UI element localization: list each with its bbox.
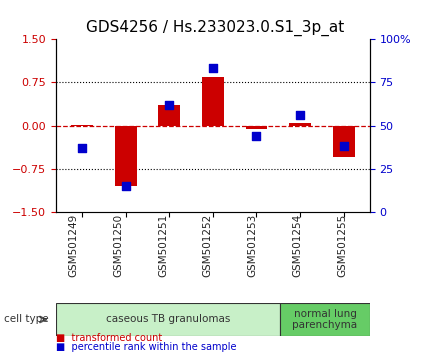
Point (297, 113, 304, 118)
Point (79, 145, 86, 151)
Point (209, 65, 216, 71)
Text: normal lung
parenchyma: normal lung parenchyma (292, 309, 357, 330)
Point (166, 102, 173, 108)
Bar (71, 125, 93, 126)
Bar (56, 303, 280, 336)
Text: GSM501249: GSM501249 (68, 214, 78, 278)
Bar (333, 126, 355, 158)
Bar (289, 123, 311, 126)
Text: GSM501255: GSM501255 (338, 214, 347, 278)
Text: GSM501250: GSM501250 (113, 214, 123, 277)
Point (122, 183, 129, 189)
Bar (115, 126, 137, 187)
Bar (202, 76, 224, 126)
Point (253, 133, 260, 139)
Text: GDS4256 / Hs.233023.0.S1_3p_at: GDS4256 / Hs.233023.0.S1_3p_at (86, 19, 344, 36)
Text: GSM501253: GSM501253 (248, 214, 258, 278)
Text: GSM501254: GSM501254 (292, 214, 303, 278)
Text: GSM501252: GSM501252 (203, 214, 213, 278)
Text: ■  transformed count: ■ transformed count (56, 333, 162, 343)
Bar (158, 105, 180, 126)
Bar (246, 126, 267, 129)
Text: cell type: cell type (4, 314, 49, 325)
Text: ■  percentile rank within the sample: ■ percentile rank within the sample (56, 342, 237, 352)
Text: GSM501251: GSM501251 (158, 214, 168, 278)
Point (340, 144, 347, 149)
Text: caseous TB granulomas: caseous TB granulomas (106, 314, 230, 325)
Bar (280, 303, 370, 336)
